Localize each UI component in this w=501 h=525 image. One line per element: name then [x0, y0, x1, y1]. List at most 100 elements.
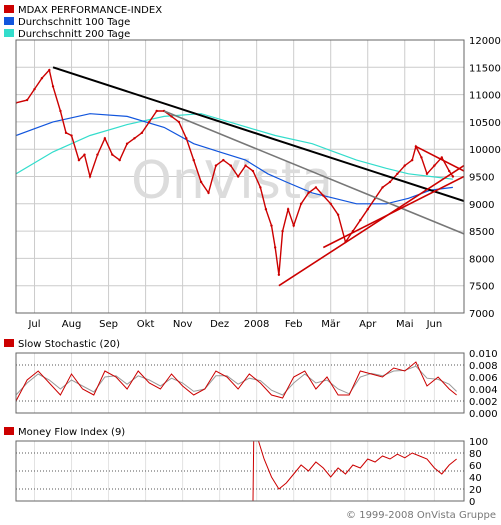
price-point — [307, 191, 310, 195]
y-tick-label: 8500 — [469, 227, 494, 238]
price-point — [96, 153, 99, 156]
price-point — [403, 164, 406, 167]
price-point — [148, 120, 151, 124]
price-point — [314, 186, 318, 189]
x-tick-label: Jun — [426, 319, 443, 330]
price-point — [336, 213, 340, 216]
price-point — [329, 202, 332, 205]
series-ma200-line — [16, 113, 453, 180]
trendline — [52, 66, 464, 203]
price-point — [388, 180, 392, 184]
mfi-y-tick-label: 100 — [469, 437, 488, 448]
x-tick-label: Jul — [27, 319, 40, 330]
x-tick-label: Okt — [137, 319, 155, 330]
trendline — [163, 110, 464, 235]
series-mfi-line — [16, 440, 457, 502]
y-tick-label: 9500 — [469, 173, 494, 184]
stochastic-y-tick-label: 0.002 — [469, 397, 498, 408]
price-point — [140, 131, 144, 135]
x-tick-label: Mär — [321, 319, 341, 330]
price-point — [222, 158, 225, 162]
panel-background-3 — [16, 441, 464, 501]
price-point — [103, 137, 107, 140]
footer-copyright: © 1999-2008 OnVista Gruppe — [346, 510, 496, 521]
y-tick-label: 12000 — [469, 36, 501, 47]
price-point — [111, 153, 114, 156]
mfi-y-tick-label: 0 — [469, 497, 475, 508]
mfi-y-tick-label: 60 — [469, 461, 482, 472]
price-point — [451, 175, 455, 178]
x-tick-label: Apr — [359, 319, 377, 330]
subpanel-legend-swatch — [4, 339, 14, 347]
series-ma100-line — [16, 113, 453, 205]
price-point — [229, 164, 232, 167]
stochastic-y-tick-label: 0.006 — [469, 373, 498, 384]
legend-label: Durchschnitt 200 Tage — [18, 29, 130, 40]
x-tick-label: 2008 — [244, 319, 269, 330]
price-point — [359, 218, 362, 222]
panel-frame-3 — [15, 440, 465, 502]
mfi-y-tick-label: 80 — [469, 449, 482, 460]
price-point — [155, 109, 158, 113]
price-point — [177, 120, 181, 124]
price-point — [281, 229, 284, 233]
y-tick-label: 9000 — [469, 200, 494, 211]
price-point — [292, 224, 295, 227]
price-point — [277, 273, 281, 276]
x-tick-label: Mai — [396, 319, 414, 330]
price-point — [447, 169, 451, 173]
price-point — [425, 172, 429, 175]
price-point — [118, 158, 121, 162]
mfi-y-tick-label: 20 — [469, 485, 482, 496]
legend-swatch — [4, 17, 14, 25]
price-point — [410, 158, 414, 162]
x-tick-label: Sep — [99, 319, 118, 330]
price-point — [299, 202, 303, 205]
legend-swatch — [4, 29, 14, 37]
trendline — [278, 164, 464, 287]
price-point — [51, 85, 55, 88]
x-tick-label: Nov — [173, 319, 193, 330]
series-stochastic-k-line — [15, 361, 457, 402]
legend-label: Durchschnitt 100 Tage — [18, 17, 130, 28]
price-point — [59, 109, 62, 113]
watermark: OnVista — [131, 151, 333, 211]
trendline — [415, 145, 464, 172]
price-point — [83, 153, 86, 156]
y-tick-label: 7000 — [469, 309, 494, 320]
y-tick-label: 10000 — [469, 145, 501, 156]
price-point — [366, 208, 369, 211]
subpanel-legend-swatch — [4, 427, 14, 435]
price-point — [244, 164, 247, 167]
price-point — [381, 186, 384, 189]
stochastic-y-tick-label: 0.008 — [469, 361, 498, 372]
price-point — [25, 98, 29, 102]
price-point — [192, 158, 195, 162]
price-point — [33, 87, 36, 91]
price-point — [440, 156, 443, 159]
trendline — [322, 175, 464, 249]
price-panel-plot — [16, 66, 464, 287]
price-point — [170, 115, 173, 118]
price-point — [396, 172, 399, 175]
x-tick-label: Feb — [285, 319, 303, 330]
y-tick-label: 11500 — [469, 63, 501, 74]
stochastic-y-tick-label: 0.004 — [469, 385, 498, 396]
price-point — [214, 164, 218, 167]
y-tick-label: 8000 — [469, 254, 494, 265]
price-point — [270, 224, 273, 227]
x-tick-label: Dez — [210, 319, 229, 330]
price-point — [40, 77, 44, 80]
price-point — [264, 208, 268, 211]
price-point — [133, 137, 136, 140]
mfi-y-tick-label: 40 — [469, 473, 482, 484]
price-point — [185, 137, 188, 140]
stochastic-y-tick-label: 0.010 — [469, 349, 498, 360]
price-point — [273, 246, 277, 249]
price-point — [236, 175, 240, 178]
panel-frame-2 — [15, 352, 465, 414]
panel-frame-1 — [15, 39, 465, 314]
y-tick-label: 7500 — [469, 282, 494, 293]
price-point — [286, 208, 290, 211]
